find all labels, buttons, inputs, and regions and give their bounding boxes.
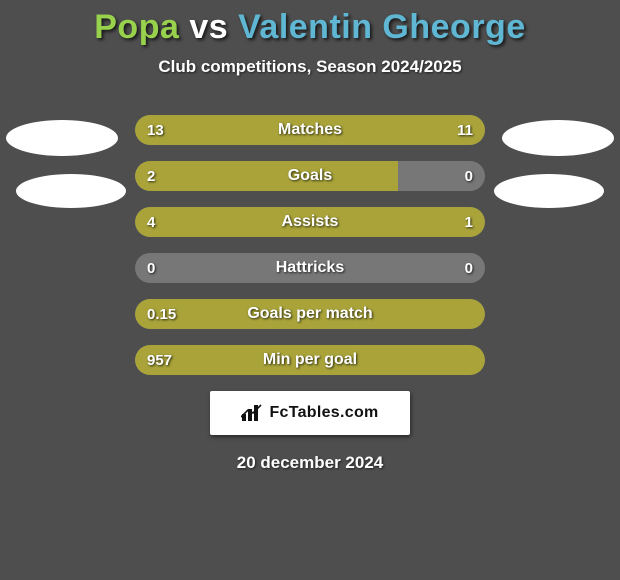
stat-row: 957Min per goal [135,345,485,375]
title-player-right: Valentin Gheorge [238,8,526,46]
stat-fill-right [405,207,486,237]
stat-label: Hattricks [135,253,485,283]
stat-fill-left [135,207,405,237]
source-badge-text: FcTables.com [269,404,378,422]
stat-fill-left [135,115,324,145]
bars-icon [241,404,263,422]
avatar-left-1 [6,120,118,156]
subtitle: Club competitions, Season 2024/2025 [0,57,620,77]
stat-fill-left [135,161,398,191]
stat-fill [135,299,485,329]
stat-fill [135,345,485,375]
stat-value-right: 0 [465,161,473,191]
stat-row: 0.15Goals per match [135,299,485,329]
comparison-card: Popa vs Valentin Gheorge Club competitio… [0,0,620,580]
title-vs: vs [189,8,228,46]
stat-value-right: 0 [465,253,473,283]
title-player-left: Popa [94,8,179,46]
stat-row: 41Assists [135,207,485,237]
snapshot-date: 20 december 2024 [0,453,620,473]
avatar-left-2 [16,174,126,208]
avatar-right-1 [502,120,614,156]
stat-row: 1311Matches [135,115,485,145]
stat-rows: 1311Matches20Goals41Assists00Hattricks0.… [0,115,620,375]
stat-value-left: 0 [147,253,155,283]
stat-fill-right [324,115,485,145]
stat-row: 0 0Hattricks [135,253,485,283]
avatar-right-2 [494,174,604,208]
source-badge: FcTables.com [210,391,410,435]
page-title: Popa vs Valentin Gheorge [0,8,620,47]
stat-row: 20Goals [135,161,485,191]
